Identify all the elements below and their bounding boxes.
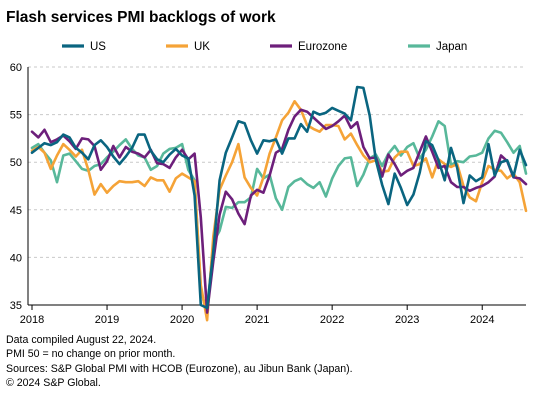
y-tick-label-50: 50 [10,157,22,169]
footnote-pmi-definition: PMI 50 = no change on prior month. [6,348,176,361]
legend-label-uk: UK [194,41,210,53]
y-tick-label-35: 35 [10,300,22,312]
y-tick-label-45: 45 [10,205,22,217]
series-line-us [30,85,528,310]
legend-label-us: US [90,41,106,53]
footnote-data-compiled: Data compiled August 22, 2024. [6,334,157,346]
footnote-copyright: © 2024 S&P Global. [6,377,101,390]
x-tick-label-2020: 2020 [170,314,194,326]
legend: US UK Eurozone Japan [62,41,467,53]
y-axis: 35 40 45 50 55 60 [10,62,29,312]
x-tick-label-2022: 2022 [320,314,344,326]
x-axis: 2018 2019 2020 2021 2022 2023 2024 [20,304,526,326]
x-tick-label-2018: 2018 [20,314,44,326]
series-line-eurozone [30,108,528,314]
legend-label-eurozone: Eurozone [298,41,347,53]
legend-label-japan: Japan [436,41,467,53]
y-tick-label-60: 60 [10,62,22,74]
x-tick-label-2023: 2023 [395,314,419,326]
x-tick-label-2021: 2021 [245,314,269,326]
footnotes: Data compiled August 22, 2024. PMI 50 = … [6,333,353,391]
footnote-sources: Sources: S&P Global PMI with HCOB (Euroz… [6,362,353,375]
x-tick-label-2019: 2019 [95,314,119,326]
series-line-uk [30,100,528,322]
chart-title: Flash services PMI backlogs of work [6,9,276,26]
x-tick-label-2024: 2024 [470,314,494,326]
series-lines [30,85,528,322]
y-tick-label-55: 55 [10,110,22,122]
y-tick-label-40: 40 [10,252,22,264]
